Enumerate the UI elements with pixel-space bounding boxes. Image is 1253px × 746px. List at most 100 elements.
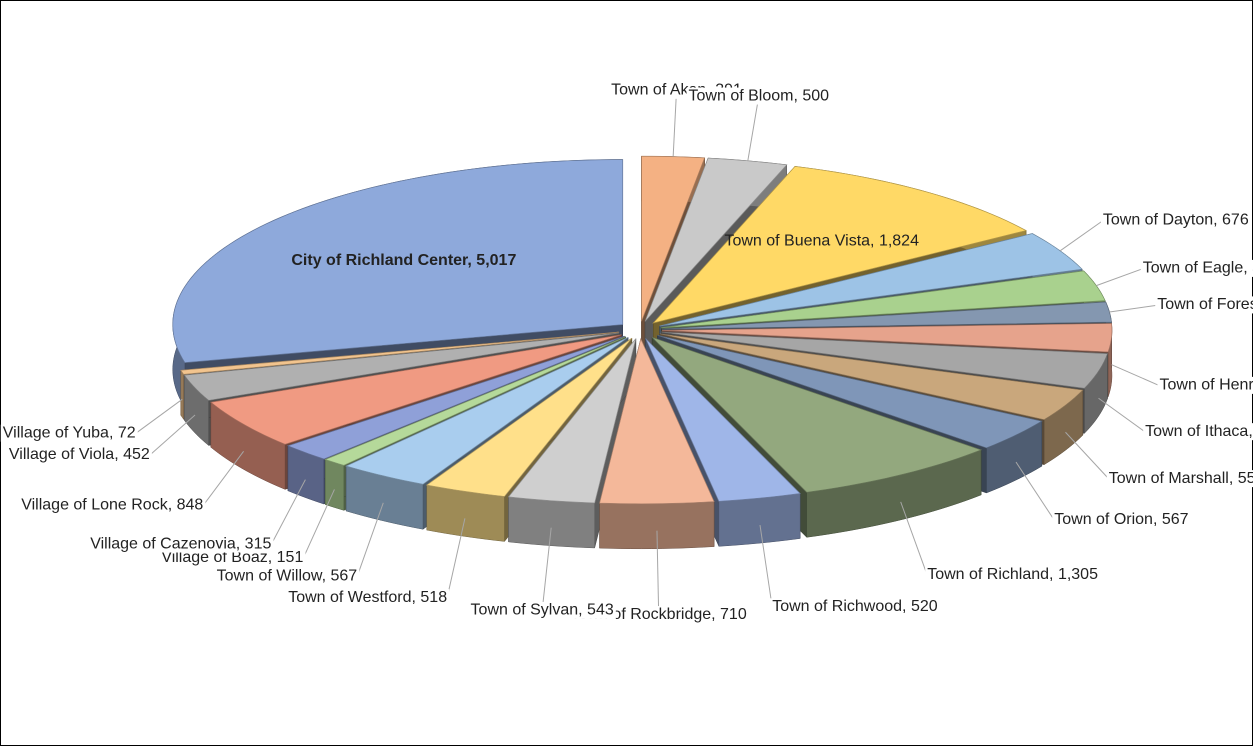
slice-top xyxy=(425,337,633,497)
label-part: 554 xyxy=(1238,470,1253,487)
label-part: 848 xyxy=(177,497,204,514)
label-part: 567 xyxy=(1162,511,1189,528)
slice xyxy=(507,337,637,549)
leader-line xyxy=(446,518,466,598)
slice-top xyxy=(652,166,1028,324)
label-part: Town of Westford xyxy=(288,589,411,606)
label-part: Town of Eagle xyxy=(1143,260,1244,277)
leader-line xyxy=(1098,397,1146,433)
leader-line xyxy=(1059,220,1104,252)
label-part: , xyxy=(711,606,720,623)
label-part: Town of Dayton xyxy=(1103,212,1213,229)
data-label: Town of Westford, 518 xyxy=(288,589,447,606)
label-part: Town of Forest xyxy=(1157,296,1253,313)
leader-line xyxy=(672,90,678,157)
label-part: 676 xyxy=(1222,212,1249,229)
label-part: Town of Marshall xyxy=(1109,470,1229,487)
label-bg xyxy=(214,567,360,585)
label-part: 452 xyxy=(123,446,150,463)
data-label: Town of Forest, 342 xyxy=(1157,296,1253,313)
label-bg xyxy=(0,424,138,442)
slice-top xyxy=(507,338,637,504)
slice-top xyxy=(172,159,624,364)
label-bg xyxy=(686,87,832,105)
label-part: 567 xyxy=(330,568,357,585)
slice-top xyxy=(661,331,1109,389)
leader-line xyxy=(1065,431,1110,480)
slice-top xyxy=(651,337,983,493)
label-part: 315 xyxy=(245,535,272,552)
label-bg xyxy=(925,566,1101,584)
label-part: Town of Orion xyxy=(1054,511,1153,528)
label-bg xyxy=(286,589,450,607)
label-part: Town of Buena Vista xyxy=(724,233,870,250)
label-part: Town of Henrietta xyxy=(1159,377,1253,394)
label-part: Village of Cazenovia xyxy=(90,535,236,552)
data-label: Town of Richland, 1,305 xyxy=(927,566,1098,583)
data-label: Village of Boaz, 151 xyxy=(161,549,303,566)
label-part: Town of Ithaca xyxy=(1145,423,1248,440)
slice-top xyxy=(657,334,1043,449)
label-part: 543 xyxy=(587,602,614,619)
label-part: 518 xyxy=(420,589,447,606)
data-label: Town of Ithaca, 604 xyxy=(1145,423,1253,440)
data-label: Town of Dayton, 676 xyxy=(1103,212,1249,229)
slice-top xyxy=(599,337,715,505)
data-label: Town of Orion, 567 xyxy=(1054,511,1188,528)
slice-top xyxy=(345,337,629,485)
label-part: 520 xyxy=(911,598,938,615)
slice-top xyxy=(210,334,622,445)
label-part: 151 xyxy=(277,549,304,566)
label-part: Village of Boaz xyxy=(161,549,267,566)
label-bg xyxy=(1052,511,1191,529)
label-part: , xyxy=(1049,566,1058,583)
data-label: Village of Lone Rock, 848 xyxy=(21,497,203,514)
label-part: , xyxy=(902,598,911,615)
label-bg xyxy=(1100,211,1251,229)
label-part: Village of Viola xyxy=(9,446,114,463)
slice-top xyxy=(180,331,619,375)
label-bg xyxy=(1106,470,1253,488)
label-bg xyxy=(88,535,274,553)
label-bg xyxy=(1140,259,1253,277)
label-part: , xyxy=(1243,260,1252,277)
label-part: , xyxy=(870,233,879,250)
label-part: Town of Richland xyxy=(927,566,1049,583)
label-part: , xyxy=(1213,212,1222,229)
leader-line xyxy=(202,451,244,506)
leader-line xyxy=(356,502,384,577)
label-bg xyxy=(770,598,940,616)
label-part: Village of Yuba xyxy=(3,425,109,442)
slice xyxy=(599,337,715,550)
slice-top xyxy=(661,323,1113,353)
slice-side xyxy=(180,369,184,421)
label-part: Village of Lone Rock xyxy=(21,497,168,514)
label-bg xyxy=(19,496,206,514)
leader-line xyxy=(1111,364,1160,387)
leader-line xyxy=(1109,304,1158,313)
slice-side xyxy=(718,493,801,547)
data-label: Village of Viola, 452 xyxy=(9,446,150,463)
label-part: , xyxy=(236,535,245,552)
label-part: City of Richland Center xyxy=(291,252,468,269)
label-part: , xyxy=(412,589,421,606)
label-bg xyxy=(468,601,616,619)
data-label: Town of Willow, 567 xyxy=(217,568,358,585)
label-part: Town of Willow xyxy=(217,568,323,585)
leader-line xyxy=(302,489,335,559)
label-part: , xyxy=(268,549,277,566)
label-part: 5,017 xyxy=(476,252,516,269)
label-part: , xyxy=(1229,470,1238,487)
label-part: 1,824 xyxy=(879,233,919,250)
data-label: Town of Richwood, 520 xyxy=(772,598,938,615)
leader-line xyxy=(270,479,306,545)
label-part: Town of Sylvan xyxy=(471,602,579,619)
leader-line xyxy=(900,501,928,576)
label-bg xyxy=(6,446,152,464)
leader-line xyxy=(135,398,183,434)
label-part: , xyxy=(168,497,177,514)
data-label: City of Richland Center, 5,017 xyxy=(291,252,516,269)
leader-line xyxy=(541,527,552,611)
leader-line xyxy=(656,530,660,615)
